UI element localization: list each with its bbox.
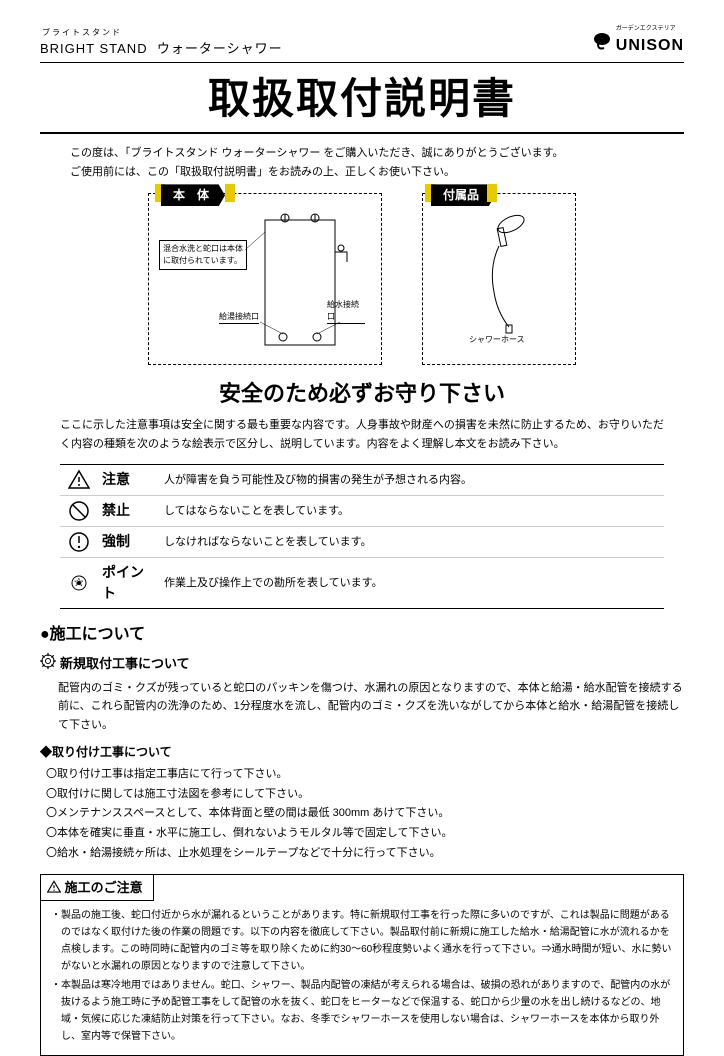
main-body-tag: 本 体 bbox=[161, 184, 225, 206]
legend-label: 禁止 bbox=[102, 500, 152, 521]
legend-row-mandatory: 強制 しなければならないことを表しています。 bbox=[60, 527, 664, 558]
list-item: 〇取り付け工事は指定工事店にて行って下さい。 bbox=[46, 765, 684, 785]
mandatory-icon bbox=[68, 531, 90, 553]
list-item: 〇本体を確実に垂直・水平に施工し、倒れないようモルタル等で固定して下さい。 bbox=[46, 824, 684, 844]
intro-line2: ご使用前には、この「取扱取付説明書」をお読みの上、正しくお使い下さい。 bbox=[70, 163, 654, 182]
sub1-label: 新規取付工事について bbox=[60, 654, 190, 674]
accessory-box: 付属品 シャワーホース bbox=[422, 193, 576, 365]
legend-desc: してはならないことを表しています。 bbox=[164, 503, 349, 520]
main-body-box: 本 体 混合水洗 bbox=[148, 193, 382, 365]
intro-line1: この度は、「ブライトスタンド ウォーターシャワー をご購入いただき、誠にありがと… bbox=[70, 144, 654, 163]
main-title: 取扱取付説明書 bbox=[40, 67, 684, 130]
legend-label: ポイント bbox=[102, 562, 152, 604]
point-icon bbox=[68, 572, 90, 594]
caution-para: ・本製品は寒冷地用ではありません。蛇口、シャワー、製品内配管の凍結が考えられる場… bbox=[51, 977, 673, 1045]
header: ブライトスタンド BRIGHT STAND ウォーターシャワー ガーデンエクステ… bbox=[40, 25, 684, 58]
legend-box: 注意 人が障害を負う可能性及び物的損害の発生が予想される内容。 禁止 してはなら… bbox=[60, 464, 664, 609]
accessory-diagram: シャワーホース bbox=[439, 212, 559, 352]
sub2-heading: ◆取り付け工事について bbox=[40, 743, 684, 761]
shower-hose-label: シャワーホース bbox=[469, 334, 525, 346]
caution-title-text: 施工のご注意 bbox=[65, 880, 143, 895]
caution-title: 施工のご注意 bbox=[47, 880, 143, 895]
legend-row-point: ポイント 作業上及び操作上での勘所を表しています。 bbox=[60, 558, 664, 608]
caution-icon bbox=[68, 469, 90, 491]
legend-label: 強制 bbox=[102, 531, 152, 552]
brand-sub: ガーデンエクステリア bbox=[616, 25, 684, 34]
sub-heading-new-install: 新規取付工事について bbox=[40, 653, 684, 675]
install-list: 〇取り付け工事は指定工事店にて行って下さい。 〇取付けに関しては施工寸法図を参考… bbox=[46, 765, 684, 864]
legend-row-prohibit: 禁止 してはならないことを表しています。 bbox=[60, 496, 664, 527]
construction-heading: ●施工について bbox=[40, 623, 684, 647]
product-en: BRIGHT STAND bbox=[40, 41, 148, 56]
product-title: ブライトスタンド BRIGHT STAND ウォーターシャワー bbox=[40, 27, 283, 59]
product-ruby: ブライトスタンド bbox=[42, 27, 283, 39]
safety-title: 安全のため必ずお守り下さい bbox=[40, 377, 684, 410]
caution-para: ・製品の施工後、蛇口付近から水が漏れるということがあります。特に新規取付工事を行… bbox=[51, 907, 673, 975]
brand-text: UNISON bbox=[616, 34, 684, 58]
sub1-body: 配管内のゴミ・クズが残っていると蛇口のパッキンを傷つけ、水漏れの原因となりますの… bbox=[58, 679, 684, 735]
legend-label: 注意 bbox=[102, 469, 152, 490]
list-item: 〇給水・給湯接続ヶ所は、止水処理をシールテープなどで十分に行って下さい。 bbox=[46, 844, 684, 864]
safety-intro: ここに示した注意事項は安全に関する最も重要な内容です。人身事故や財産への損害を未… bbox=[60, 416, 664, 453]
logo-mark bbox=[592, 32, 612, 52]
divider bbox=[40, 62, 684, 63]
title-underline bbox=[40, 132, 684, 134]
prohibit-icon bbox=[68, 500, 90, 522]
product-jp: ウォーターシャワー bbox=[157, 41, 283, 56]
legend-desc: 作業上及び操作上での勘所を表しています。 bbox=[164, 575, 383, 592]
caution-title-wrap: 施工のご注意 bbox=[41, 875, 154, 902]
brand-logo: ガーデンエクステリア UNISON bbox=[592, 25, 684, 58]
accessory-tag: 付属品 bbox=[431, 184, 495, 206]
list-item: 〇メンテナンススペースとして、本体背面と壁の間は最低 300mm あけて下さい。 bbox=[46, 804, 684, 824]
legend-row-caution: 注意 人が障害を負う可能性及び物的損害の発生が予想される内容。 bbox=[60, 465, 664, 496]
product-line: BRIGHT STAND ウォーターシャワー bbox=[40, 39, 283, 59]
diagram-section: 本 体 混合水洗 bbox=[40, 193, 684, 365]
caution-box: 施工のご注意 ・製品の施工後、蛇口付近から水が漏れるということがあります。特に新… bbox=[40, 874, 684, 1056]
caution-body: ・製品の施工後、蛇口付近から水が漏れるということがあります。特に新規取付工事を行… bbox=[41, 901, 683, 1055]
legend-desc: しなければならないことを表しています。 bbox=[164, 534, 372, 551]
main-body-diagram: 混合水洗と蛇口は本体に取付られています。 給湯接続口 給水接続口 bbox=[165, 212, 365, 352]
faucet-note: 混合水洗と蛇口は本体に取付られています。 bbox=[159, 240, 247, 270]
legend-desc: 人が障害を負う可能性及び物的損害の発生が予想される内容。 bbox=[164, 472, 472, 489]
cold-conn-label: 給水接続口 bbox=[327, 299, 365, 324]
gear-icon bbox=[40, 653, 56, 675]
intro-text: この度は、「ブライトスタンド ウォーターシャワー をご購入いただき、誠にありがと… bbox=[70, 144, 654, 181]
list-item: 〇取付けに関しては施工寸法図を参考にして下さい。 bbox=[46, 785, 684, 805]
hot-conn-label: 給湯接続口 bbox=[219, 311, 259, 324]
